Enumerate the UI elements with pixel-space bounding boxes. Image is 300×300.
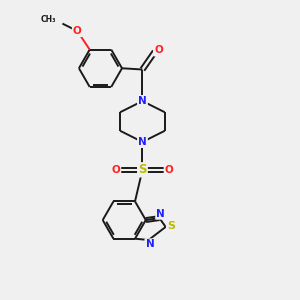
Text: O: O bbox=[154, 45, 163, 56]
Text: O: O bbox=[111, 165, 120, 175]
Text: S: S bbox=[138, 163, 147, 176]
Text: N: N bbox=[138, 96, 147, 106]
Text: O: O bbox=[73, 26, 82, 36]
Text: S: S bbox=[167, 221, 175, 231]
Text: N: N bbox=[156, 208, 165, 219]
Text: N: N bbox=[138, 137, 147, 147]
Text: N: N bbox=[146, 239, 154, 249]
Text: O: O bbox=[165, 165, 173, 175]
Text: CH₃: CH₃ bbox=[41, 15, 56, 24]
